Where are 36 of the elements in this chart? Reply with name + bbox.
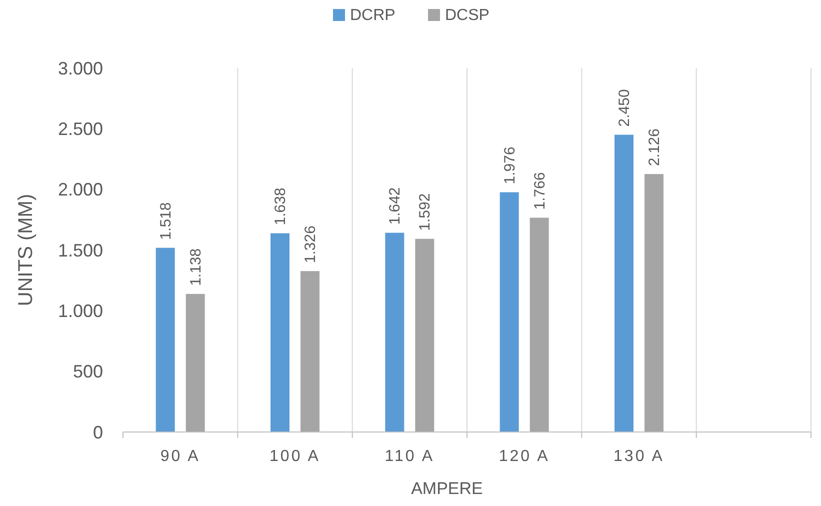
- y-tick-label: 500: [72, 362, 103, 382]
- data-label: 1.138: [187, 248, 204, 286]
- bar: [385, 232, 404, 432]
- y-tick-label: 2.000: [58, 180, 103, 200]
- bar: [186, 294, 205, 432]
- bar: [270, 233, 290, 432]
- bar: [156, 248, 175, 432]
- x-tick-label: 100 A: [270, 448, 320, 465]
- y-tick-label: 1.500: [58, 240, 103, 260]
- y-tick-label: 1.000: [58, 300, 103, 321]
- x-tick-label: 90 A: [160, 448, 200, 465]
- data-label: 1.976: [501, 146, 518, 184]
- data-label: 1.638: [272, 188, 289, 226]
- data-label: 2.450: [616, 89, 633, 127]
- bar: [415, 238, 434, 432]
- x-tick-label: 130 A: [614, 448, 664, 465]
- bar: [614, 134, 634, 432]
- y-tick-label: 0: [92, 422, 103, 442]
- data-label: 1.518: [157, 202, 174, 240]
- legend-label: DCRP: [350, 7, 396, 24]
- y-tick-label: 2.500: [58, 118, 103, 139]
- x-tick-label: 120 A: [498, 448, 550, 465]
- legend-label: DCSP: [445, 7, 490, 24]
- bar: [530, 218, 549, 432]
- y-axis-title: UNITS (MM): [15, 194, 37, 306]
- data-label: 1.642: [386, 187, 404, 225]
- bar: [644, 174, 664, 432]
- data-label: 1.592: [416, 193, 434, 231]
- bar: [500, 192, 519, 432]
- x-tick-label: 110 A: [384, 448, 435, 465]
- data-label: 1.766: [531, 172, 548, 210]
- data-label: 1.326: [302, 226, 319, 264]
- bar: [300, 271, 320, 432]
- x-axis-title: AMPERE: [411, 479, 483, 498]
- y-tick-label: 3.000: [58, 58, 103, 78]
- data-label: 2.126: [646, 128, 663, 166]
